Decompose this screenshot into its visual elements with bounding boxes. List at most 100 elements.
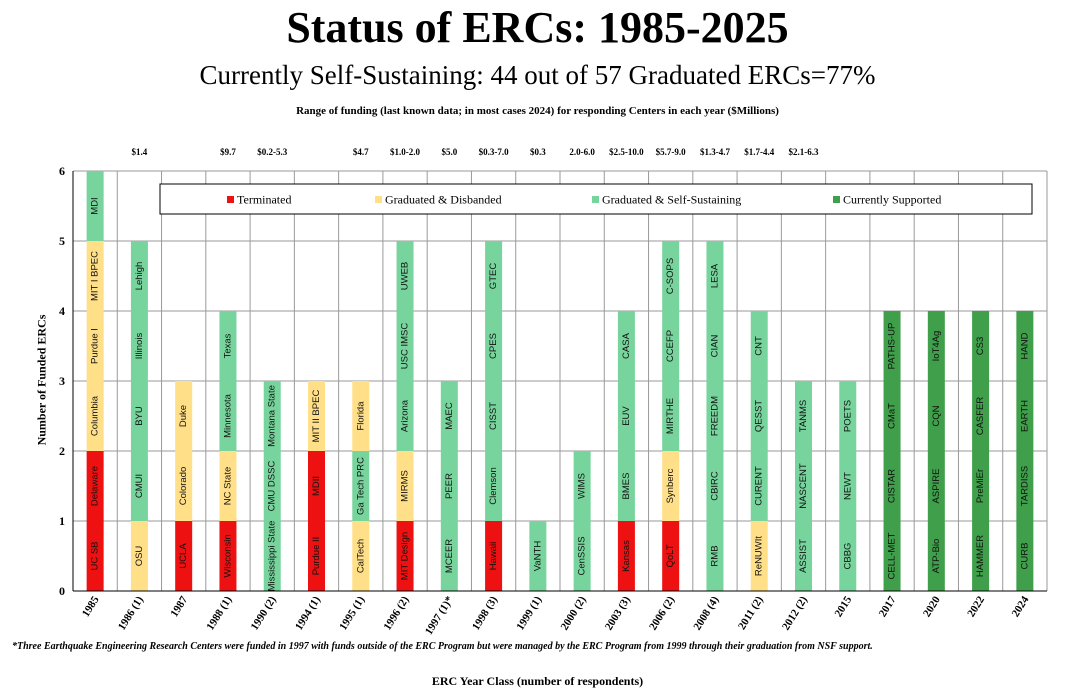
funding-range-label: $1.7-4.4 — [744, 147, 774, 157]
y-tick-label: 2 — [59, 444, 65, 458]
bar-segment — [573, 521, 591, 591]
bar-segment-label: PreMiEr — [975, 469, 986, 503]
bar-segment-label: UCLA — [178, 543, 189, 569]
bar-segment-label: CBBG — [842, 543, 853, 570]
bar-segment — [706, 241, 724, 311]
bar-segment-label: NEWT — [842, 472, 853, 500]
bar-segment-label: Purdue I — [90, 328, 101, 364]
bar-segment — [219, 521, 237, 591]
bar-segment — [617, 381, 635, 451]
bar-segment — [263, 381, 281, 451]
bar-segment — [396, 311, 414, 381]
legend-swatch — [227, 196, 234, 203]
bar-segment-label: EARTH — [1019, 400, 1030, 432]
bar-segments: UC SB Delaware Columbia Purdue I MIT I BPEC M… — [86, 171, 1034, 592]
bar-segment-label: Mississippi State — [267, 521, 278, 592]
funding-range-caption: Range of funding (last known data; in mo… — [296, 105, 779, 117]
bar-segment-label: FREEDM — [709, 396, 720, 436]
x-tick-label: 1995 (1) — [337, 594, 367, 633]
bar-segment-label: CIAN — [709, 335, 720, 358]
grid-lines — [72, 170, 1048, 592]
footnote: *Three Earthquake Engineering Research C… — [12, 641, 873, 652]
bar-segment-label: UC SB — [90, 541, 101, 570]
x-tick-label: 2000 (2) — [559, 594, 589, 633]
bar-segment — [927, 521, 945, 591]
bar-segment — [396, 521, 414, 591]
y-tick-label: 6 — [59, 164, 65, 178]
bar-segment-label: TARDISS — [1019, 466, 1030, 506]
bar-segment-label: Ga Tech PRC — [355, 457, 366, 515]
bar-segment-label: Texas — [222, 333, 233, 358]
bar-segment-label: Synberc — [665, 468, 676, 503]
x-tick-label: 1987 — [168, 594, 190, 619]
bar-segment-label: Hawaii — [488, 542, 499, 571]
bar-segment-label: QoLT — [665, 544, 676, 567]
x-tick-label: 1986 (1) — [116, 594, 146, 633]
bar-segment-label: CPES — [488, 333, 499, 359]
bar-segment-label: UWEB — [400, 262, 411, 291]
bar-segment-label: Columbia — [90, 395, 101, 436]
bar-segment — [750, 381, 768, 451]
bar-segment-label: C-SOPS — [665, 258, 676, 294]
bar-segment-label: Duke — [178, 405, 189, 427]
bar-segment-label: CenSSIS — [577, 536, 588, 575]
bar-segment — [1016, 381, 1034, 451]
bar-segment — [219, 451, 237, 521]
x-tick-label: 1994 (1) — [293, 594, 323, 633]
bar-segment-label: WIMS — [577, 473, 588, 499]
bar-segment-label: MIT Design — [400, 532, 411, 580]
bar-segment — [219, 311, 237, 381]
x-tick-label: 2015 — [832, 594, 854, 619]
bar-segment-label: OSU — [134, 546, 145, 567]
bar-segment-label: USC IMSC — [400, 323, 411, 370]
bar-segment-label: Minnesota — [222, 393, 233, 438]
bar-segment — [396, 451, 414, 521]
funding-range-label: $4.7 — [353, 147, 369, 157]
bar-segment-label: MCEER — [444, 539, 455, 573]
bar-segment — [706, 521, 724, 591]
bar-segment — [662, 381, 680, 451]
bar-segment-label: BMES — [621, 473, 632, 500]
bar-segment — [750, 451, 768, 521]
bar-segment — [263, 521, 281, 591]
bar-segment-label: TANMS — [798, 400, 809, 433]
bar-segment — [352, 521, 370, 591]
x-tick-label: 1996 (2) — [381, 594, 411, 633]
bar-segment — [927, 451, 945, 521]
funding-range-label: $0.2-5.3 — [257, 147, 287, 157]
bar-segment-label: CBIRC — [709, 471, 720, 501]
funding-range-label: $9.7 — [220, 147, 236, 157]
bar-segment-label: ReNUWIt — [754, 536, 765, 576]
bar-segment-label: HAND — [1019, 332, 1030, 359]
bar-segment-label: CASFER — [975, 397, 986, 436]
bar-segment-label: MIT I BPEC — [90, 251, 101, 301]
bar-segment — [972, 521, 990, 591]
x-tick-label: 2008 (4) — [691, 594, 721, 633]
bar-segment-label: CQN — [931, 405, 942, 426]
bar-segment-label: CMU DSSC — [267, 461, 278, 512]
bar-segment — [86, 451, 104, 521]
x-tick-label: 1988 (1) — [204, 594, 234, 633]
x-tick-label: 1990 (2) — [249, 594, 279, 633]
funding-range-label: $5.0 — [441, 147, 457, 157]
bar-segment — [308, 451, 325, 521]
bar-segment — [662, 521, 680, 591]
bar-segment-label: Wisconsin — [222, 534, 233, 577]
bar-segment — [485, 521, 503, 591]
bar-segment-label: CURB — [1019, 543, 1030, 570]
bar-segment — [795, 381, 812, 451]
legend-swatch — [592, 196, 599, 203]
bar-segment — [883, 451, 901, 521]
funding-range-label: $1.4 — [132, 147, 148, 157]
bar-segment — [927, 311, 945, 381]
bar-segment-label: PEER — [444, 473, 455, 499]
bar-segment — [750, 521, 768, 591]
funding-range-label: $0.3-7.0 — [479, 147, 509, 157]
bar-segment — [396, 381, 414, 451]
bar-segment — [795, 451, 812, 521]
bar-segment — [175, 451, 193, 521]
bar-segment-label: POETS — [842, 400, 853, 432]
bar-segment-label: MIT II BPEC — [311, 390, 322, 443]
bar-segment-label: Florida — [355, 401, 366, 431]
bar-segment — [617, 451, 635, 521]
